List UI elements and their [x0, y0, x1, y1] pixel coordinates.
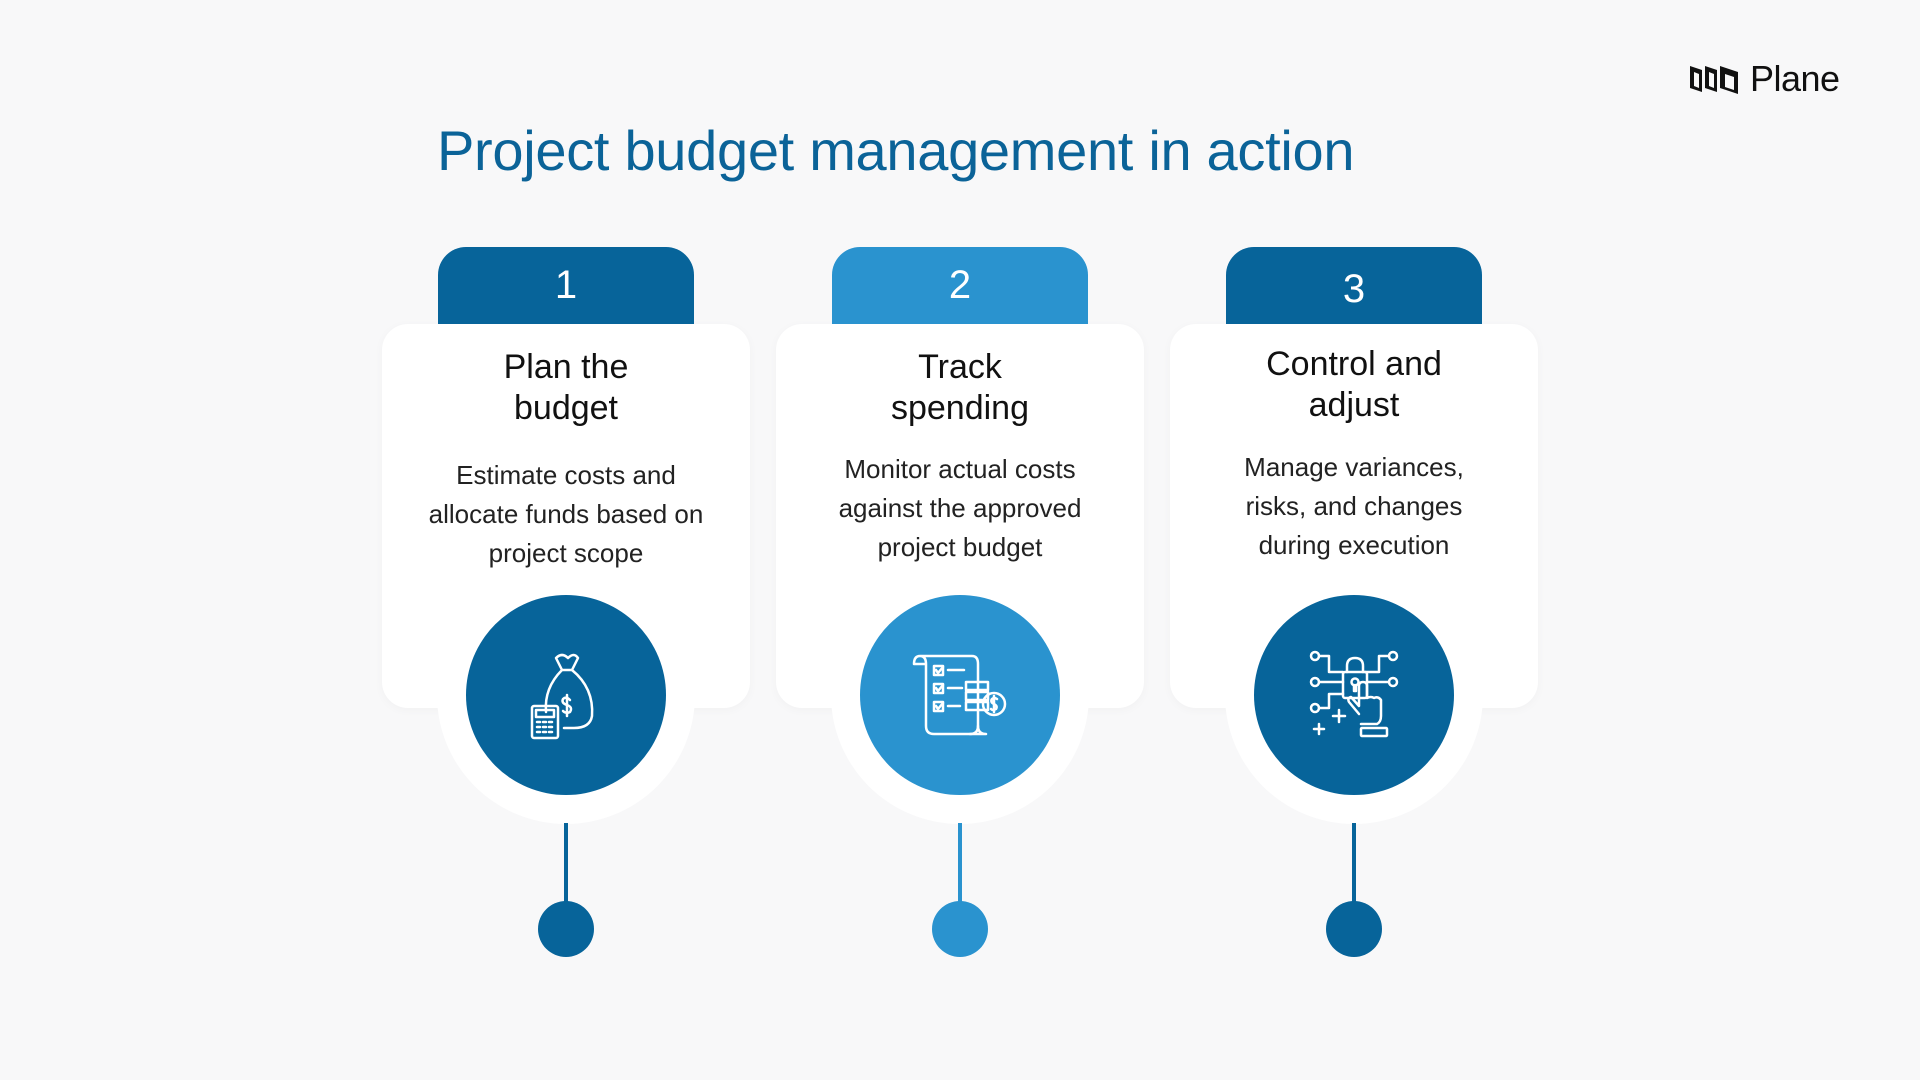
page-title: Project budget management in action — [437, 119, 1355, 182]
step-heading: Track spending — [890, 348, 1029, 427]
connector-line — [958, 823, 962, 903]
step-control-and-adjust: 3 Control and adjust Manage variances, ris… — [1170, 247, 1564, 967]
step-description: Estimate costs and allocate funds based o… — [428, 460, 704, 568]
checklist-scroll-dollar-icon — [912, 654, 1007, 736]
step-number-tab: 3 — [1226, 247, 1482, 324]
step-description: Manage variances, risks, and changes durin… — [1244, 452, 1464, 560]
connector-line — [564, 823, 568, 903]
lock-circuit-hand-icon — [1309, 650, 1399, 738]
plane-logo-icon — [1690, 66, 1738, 94]
step-icon-circle — [1254, 595, 1454, 795]
timeline-dot — [538, 901, 594, 957]
step-icon-circle — [860, 595, 1060, 795]
step-heading: Plan the budget — [503, 348, 629, 427]
plane-logo: Plane — [1688, 58, 1840, 100]
step-plan-the-budget: 1 Plan the budget Estimate costs and alloc… — [382, 247, 776, 967]
money-bag-calculator-icon — [530, 653, 594, 740]
timeline-dot — [1326, 901, 1382, 957]
step-number-tab: 1 — [438, 247, 694, 324]
connector-line — [1352, 823, 1356, 903]
brand-name: Plane — [1750, 58, 1840, 99]
step-description: Monitor actual costs against the approved… — [838, 454, 1082, 562]
step-heading: Control and adjust — [1266, 345, 1442, 424]
step-number-tab: 2 — [832, 247, 1088, 324]
step-icon-circle — [466, 595, 666, 795]
timeline-dot — [932, 901, 988, 957]
step-track-spending: 2 Track spending Monitor actual costs agai… — [776, 247, 1170, 967]
